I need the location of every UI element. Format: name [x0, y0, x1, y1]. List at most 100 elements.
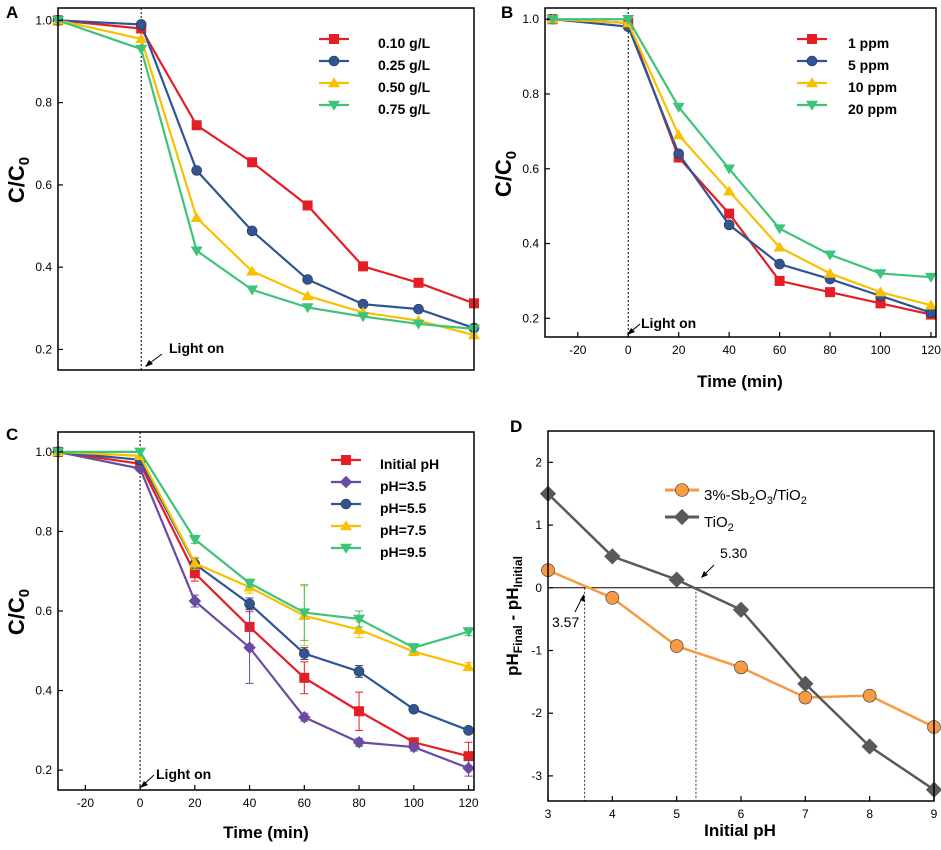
- panel-a-series-1-line: [57, 19, 475, 330]
- panel-d-series-1: [539, 485, 941, 798]
- panel-c-xtick-label: 40: [243, 796, 257, 810]
- panel-d-ytick-label: -1: [531, 643, 542, 657]
- panel-c-series-2-point: [244, 598, 255, 610]
- legend-b-1-swatch-marker: [806, 55, 818, 67]
- legend-c-2-swatch-marker: [340, 498, 352, 510]
- panel-b-series-2-point: [924, 299, 937, 310]
- panel-a-series-1-point: [413, 303, 424, 315]
- panel-c-series-2-line: [57, 450, 469, 732]
- panel-b-letter: B: [501, 3, 513, 22]
- panel-b-series-0-point: [875, 298, 886, 309]
- panel-a-series-1: [52, 15, 480, 334]
- panel-a-series-2-point: [301, 290, 314, 301]
- panel-c-plot: [51, 432, 475, 790]
- panel-a-ytick-label: 0.6: [35, 178, 52, 192]
- panel-d-series-1-point: [732, 601, 750, 618]
- panel-b-series-0-point: [825, 287, 836, 298]
- legend-a-1: 0.25 g/L: [319, 55, 431, 73]
- panel-a-arrowhead: [145, 360, 153, 367]
- legend-a-0-swatch-marker: [329, 34, 339, 44]
- legend-a-3-swatch-marker: [328, 100, 340, 111]
- legend-c-0-swatch: [331, 455, 361, 465]
- panel-a-series-3-point: [357, 312, 370, 323]
- legend-c-3: pH=7.5: [331, 520, 427, 538]
- legend-b-0-swatch-marker: [807, 34, 817, 44]
- panel-b-legend: 1 ppm 5 ppm 10 ppm 20 ppm: [797, 34, 897, 117]
- panel-a-series-0-point: [302, 200, 313, 211]
- panel-b-series-2-point: [874, 286, 887, 297]
- panel-c-series-3-point: [353, 623, 366, 634]
- panel-c-ytick-label: 0.8: [35, 524, 52, 538]
- legend-b-3-label: 20 ppm: [848, 101, 897, 117]
- panel-b-xtick-label: 60: [773, 343, 787, 357]
- panel-c-series-1-point: [352, 736, 366, 749]
- panel-d-xtick-label: 9: [931, 807, 938, 821]
- panel-c-ytick-label: 0.2: [35, 763, 52, 777]
- legend-a-0-swatch: [319, 34, 349, 44]
- panel-c-series-1-point: [188, 594, 202, 608]
- panel-a-series-2-point: [246, 265, 259, 276]
- panel-c-series-0: [53, 446, 474, 771]
- panel-c-legend: Initial pH pH=3.5 pH=5.5 pH=7.5 pH=9.5: [331, 455, 439, 560]
- panel-b-series-3-point: [874, 269, 887, 280]
- panel-c-series-2-point: [353, 666, 365, 677]
- panel-a-series-0-point: [413, 277, 424, 288]
- panel-d-series-1-point: [668, 571, 685, 588]
- panel-c-series-3-point: [188, 557, 201, 568]
- panel-d-series-0-point: [862, 688, 877, 703]
- legend-b-2-swatch: [797, 77, 827, 88]
- panel-d-ytick-label: 2: [535, 455, 542, 469]
- panel-b-series-2-point: [824, 267, 837, 278]
- legend-d-0: 3%-Sb2O3/TiO2: [665, 483, 807, 507]
- legend-b-0-label: 1 ppm: [848, 35, 889, 51]
- panel-a-series-3-point: [246, 285, 259, 296]
- panel-b-xtick-label: 20: [672, 343, 686, 357]
- panel-a-series-2-point: [135, 33, 148, 44]
- panel-b-series-3: [546, 14, 937, 283]
- legend-b-0-swatch: [797, 34, 827, 44]
- panel-d-annot-530: 5.30: [720, 545, 747, 561]
- panel-a-light-on: Light on: [145, 340, 224, 367]
- panel-c-ytick-label: 0.6: [35, 604, 52, 618]
- panel-b-series-3-point: [622, 14, 635, 25]
- panel-c-ylabel: C/C0: [4, 589, 33, 635]
- panel-c-series-4: [52, 447, 475, 654]
- legend-d-1-label: TiO2: [704, 514, 734, 534]
- panel-d-annot-357-arrowhead: [580, 594, 585, 602]
- panel-b-xtick-label: 100: [870, 343, 890, 357]
- legend-c-1: pH=3.5: [331, 475, 427, 494]
- panel-d-ytick-label: -3: [531, 769, 542, 783]
- panel-c-series-0-line: [57, 450, 469, 758]
- panel-c-ticks: 0.2 0.4 0.6 0.8 1.0 -20 0 20 40 60 80 100 120: [35, 445, 479, 810]
- panel-a-series-3-point: [190, 246, 203, 257]
- panel-c-xtick-label: 120: [459, 796, 479, 810]
- legend-b-2-swatch-marker: [806, 77, 818, 88]
- panel-b-xtick-label: -20: [569, 343, 587, 357]
- panel-b-light-on: Light on: [627, 315, 696, 335]
- panel-b-xtick-label: 0: [625, 343, 632, 357]
- panel-b-ytick-label: 0.6: [522, 162, 539, 176]
- panel-d-ticks: -3 -2 -1 0 1 2 3 4 5 6 7 8 9: [531, 455, 937, 821]
- legend-a-2: 0.50 g/L: [319, 77, 431, 95]
- legend-b-2-label: 10 ppm: [848, 79, 897, 95]
- panel-c: C 0.2 0.4 0.6 0.8 1.0 -20 0 20 40 60 80 100 120 C/C0…: [4, 425, 479, 842]
- panel-d-ylabel: pHFinal - pHInitial: [503, 556, 525, 676]
- panel-c-letter: C: [6, 425, 18, 444]
- panel-a-series-3-point: [135, 44, 148, 55]
- panel-c-xtick-label: 80: [352, 796, 366, 810]
- legend-a-0-label: 0.10 g/L: [378, 35, 431, 51]
- panel-a-series-0-point: [358, 261, 369, 272]
- legend-c-2-swatch: [331, 498, 361, 510]
- panel-d-xlabel: Initial pH: [704, 821, 776, 840]
- legend-c-4-label: pH=9.5: [380, 544, 427, 560]
- legend-c-1-label: pH=3.5: [380, 478, 427, 494]
- panel-b-series-3-point: [824, 250, 837, 261]
- legend-a-1-label: 0.25 g/L: [378, 57, 431, 73]
- panel-c-series-2-point: [299, 648, 310, 659]
- legend-b-3: 20 ppm: [797, 100, 897, 117]
- panel-c-series-4-point: [134, 447, 147, 458]
- panel-b-ticks: 0.2 0.4 0.6 0.8 1.0 -20 0 20 40 60 80 100 120: [522, 12, 941, 357]
- panel-b-series-1-line: [552, 18, 932, 314]
- panel-c-series-4-point: [298, 608, 311, 619]
- panel-d-series-0-line: [547, 569, 935, 729]
